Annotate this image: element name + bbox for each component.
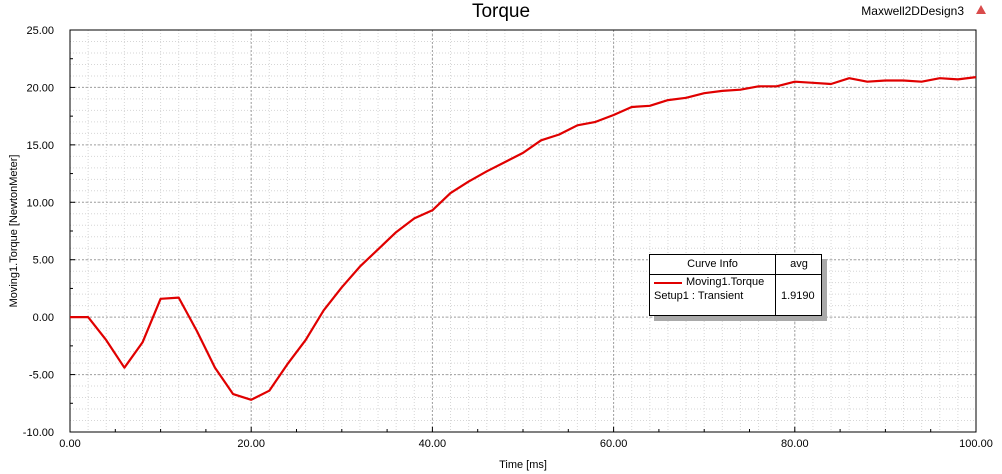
x-axis-label: Time [ms] — [499, 459, 547, 471]
x-tick-label: 20.00 — [237, 438, 265, 450]
y-tick-label: 25.00 — [26, 25, 54, 37]
maxwell-triangle-icon — [976, 5, 986, 14]
legend-setup: Setup1 : Transient — [654, 290, 744, 302]
x-tick-label: 60.00 — [600, 438, 628, 450]
y-tick-label: -10.00 — [23, 427, 54, 439]
design-name: Maxwell2DDesign3 — [861, 4, 964, 18]
legend-series-name: Moving1.Torque — [686, 276, 765, 288]
y-tick-label: 0.00 — [33, 312, 54, 324]
series-line-moving1-torque — [70, 76, 977, 401]
legend-swatch — [654, 282, 682, 284]
curve-info-legend[interactable]: Curve Info avg Moving1.Torque Setup1 : T… — [649, 254, 822, 316]
y-tick-label: 10.00 — [26, 197, 54, 209]
chart-title: Torque — [471, 1, 531, 22]
y-tick-label: 20.00 — [26, 82, 54, 94]
x-tick-label: 40.00 — [419, 438, 447, 450]
legend-header: Curve Info avg — [650, 255, 821, 275]
x-tick-label: 0.00 — [59, 438, 80, 450]
y-tick-label: 5.00 — [33, 255, 54, 267]
legend-header-stat: avg — [775, 255, 822, 274]
legend-header-curve: Curve Info — [687, 258, 738, 270]
y-tick-label: 15.00 — [26, 140, 54, 152]
y-tick-label: -5.00 — [29, 370, 54, 382]
legend-divider — [775, 274, 776, 315]
x-tick-label: 100.00 — [959, 438, 993, 450]
y-axis-label: Moving1.Torque [NewtonMeter] — [8, 155, 20, 308]
x-tick-label: 80.00 — [781, 438, 809, 450]
legend-avg-value: 1.9190 — [781, 290, 815, 302]
